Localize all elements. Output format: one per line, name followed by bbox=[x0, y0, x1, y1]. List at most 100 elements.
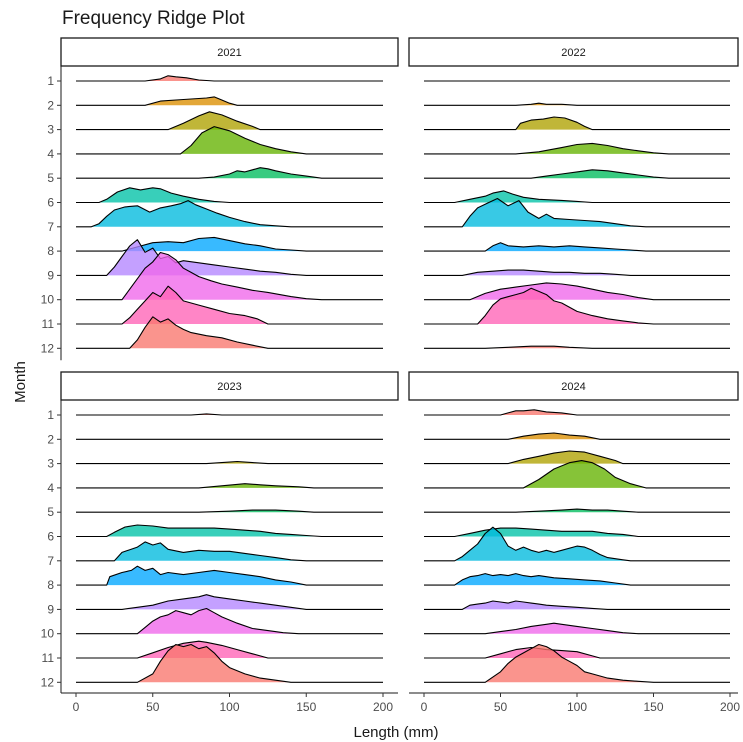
y-tick-label: 3 bbox=[47, 123, 54, 137]
ridge-line bbox=[76, 316, 383, 349]
ridge-area bbox=[485, 623, 639, 634]
ridge-area bbox=[508, 433, 600, 440]
ridge-area bbox=[91, 200, 291, 227]
y-tick-label: 2 bbox=[47, 432, 54, 446]
ridge-month-7 bbox=[76, 200, 383, 228]
x-tick-label: 50 bbox=[146, 700, 160, 714]
ridge-line bbox=[76, 96, 383, 106]
ridge-area bbox=[515, 143, 669, 154]
ridge-area bbox=[122, 237, 307, 252]
x-tick-label: 200 bbox=[373, 700, 393, 714]
ridge-line bbox=[76, 126, 383, 155]
ridge-month-4 bbox=[424, 460, 730, 489]
ridge-line bbox=[424, 460, 730, 489]
ridge-area bbox=[106, 566, 307, 586]
ridge-line bbox=[424, 573, 730, 586]
ridge-line bbox=[424, 197, 730, 228]
ridge-area bbox=[515, 509, 639, 513]
ridge-month-11 bbox=[76, 285, 383, 325]
ridge-line bbox=[76, 565, 383, 586]
ridge-month-9 bbox=[424, 600, 730, 610]
ridge-month-1 bbox=[424, 409, 730, 416]
facet-strip-label: 2024 bbox=[561, 381, 585, 393]
ridge-month-5 bbox=[76, 167, 383, 179]
ridge-month-2 bbox=[76, 96, 383, 106]
ridge-month-8 bbox=[424, 573, 730, 586]
ridge-line bbox=[76, 251, 383, 301]
ridge-line bbox=[76, 640, 383, 659]
ridge-month-6 bbox=[76, 187, 383, 204]
y-tick-label: 6 bbox=[47, 196, 54, 210]
ridge-month-7 bbox=[424, 526, 730, 562]
y-tick-label: 2 bbox=[47, 98, 54, 112]
ridge-area bbox=[106, 525, 322, 537]
ridge-line bbox=[424, 142, 730, 155]
x-tick-label: 100 bbox=[219, 700, 239, 714]
ridge-month-6 bbox=[424, 190, 730, 204]
facet-strip bbox=[408, 37, 739, 67]
y-tick-label: 1 bbox=[47, 74, 54, 88]
y-tick-label: 1 bbox=[47, 408, 54, 422]
ridge-area bbox=[180, 126, 307, 154]
ridge-month-3 bbox=[76, 111, 383, 131]
ridge-month-10 bbox=[76, 251, 383, 301]
ridge-area bbox=[515, 117, 593, 130]
ridge-line bbox=[76, 541, 383, 562]
ridge-month-8 bbox=[76, 236, 383, 252]
x-tick-label: 200 bbox=[720, 700, 740, 714]
facet-panels: 2021123456789101112202220231234567891011… bbox=[41, 37, 740, 714]
ridge-month-12 bbox=[76, 643, 383, 683]
ridge-line bbox=[424, 102, 730, 106]
ridge-line bbox=[76, 236, 383, 252]
y-tick-label: 11 bbox=[42, 651, 55, 665]
ridge-month-12 bbox=[76, 316, 383, 349]
ridge-area bbox=[485, 644, 654, 683]
ridge-line bbox=[424, 169, 730, 179]
facet-strip bbox=[60, 371, 399, 401]
ridge-area bbox=[454, 190, 593, 203]
ridge-line bbox=[424, 432, 730, 440]
facet-strip-label: 2023 bbox=[217, 381, 241, 393]
y-tick-label: 9 bbox=[47, 602, 54, 616]
ridge-line bbox=[76, 524, 383, 538]
ridge-area bbox=[485, 242, 646, 252]
ridge-month-11 bbox=[424, 287, 730, 325]
ridge-month-11 bbox=[76, 640, 383, 659]
ridge-area bbox=[145, 96, 238, 106]
ridge-month-3 bbox=[424, 116, 730, 131]
ridge-line bbox=[76, 509, 383, 513]
x-tick-label: 100 bbox=[567, 700, 587, 714]
ridge-line bbox=[424, 508, 730, 513]
ridge-line bbox=[424, 527, 730, 538]
ridge-area bbox=[508, 451, 623, 464]
ridge-month-9 bbox=[424, 269, 730, 276]
ridge-line bbox=[424, 450, 730, 465]
ridge-month-12 bbox=[424, 643, 730, 683]
y-tick-label: 7 bbox=[47, 554, 54, 568]
ridge-line bbox=[76, 111, 383, 131]
x-tick-label: 0 bbox=[421, 700, 428, 714]
ridge-line bbox=[424, 409, 730, 416]
ridge-month-12 bbox=[424, 345, 730, 349]
ridge-month-1 bbox=[76, 75, 383, 82]
ridge-month-5 bbox=[424, 508, 730, 513]
ridge-line bbox=[424, 526, 730, 562]
ridge-line bbox=[424, 622, 730, 635]
ridge-month-6 bbox=[424, 527, 730, 538]
ridge-area bbox=[462, 270, 631, 276]
y-tick-label: 8 bbox=[47, 244, 54, 258]
ridge-line bbox=[424, 287, 730, 325]
x-tick-label: 0 bbox=[73, 700, 80, 714]
ridge-month-2 bbox=[424, 432, 730, 440]
ridge-line bbox=[76, 285, 383, 325]
y-tick-label: 12 bbox=[41, 675, 55, 689]
y-tick-label: 5 bbox=[47, 171, 54, 185]
ridge-line bbox=[424, 643, 730, 683]
ridge-area bbox=[454, 528, 639, 537]
ridge-line bbox=[76, 75, 383, 82]
ridge-line bbox=[424, 190, 730, 204]
ridge-area bbox=[485, 346, 593, 349]
facet-panel-2024: 2024 0 50 100 150 200 bbox=[408, 371, 740, 714]
y-tick-label: 3 bbox=[47, 457, 54, 471]
